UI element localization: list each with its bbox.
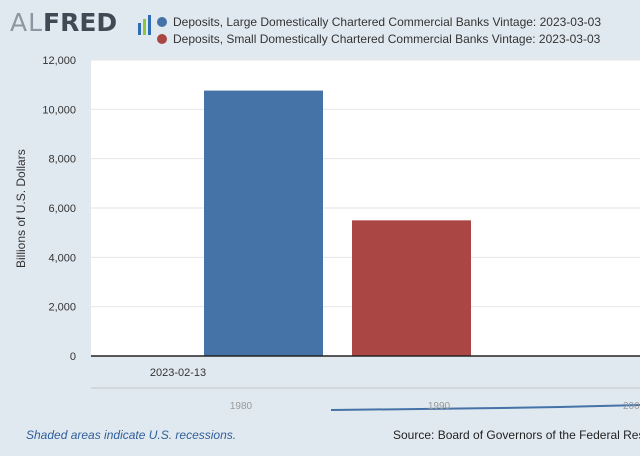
bars [204,90,471,356]
y-tick-label: 6,000 [48,203,76,215]
recession-note: Shaded areas indicate U.S. recessions. [26,428,237,442]
legend-label-small-banks: Deposits, Small Domestically Chartered C… [173,31,601,46]
navigator-label-1980: 1980 [230,401,253,412]
logo-bar-icon [138,15,151,35]
legend-marker-large-banks [157,16,167,27]
navigator-label-2000: 200 [623,401,640,412]
time-navigator[interactable]: 1980 1990 200 [91,387,640,412]
navigator-series-line [330,404,640,411]
y-axis-ticks: 0 2,000 4,000 6,000 8,000 10,000 12,000 [42,55,76,363]
y-tick-label: 10,000 [42,104,76,116]
legend-marker-small-banks [157,33,167,44]
bar-small-banks[interactable] [352,220,471,356]
y-tick-label: 4,000 [48,252,76,264]
legend-item-small-banks[interactable]: Deposits, Small Domestically Chartered C… [157,30,601,47]
y-tick-label: 2,000 [48,302,76,314]
navigator-label-1990: 1990 [428,401,451,412]
logo-text-al: AL [10,8,44,37]
y-tick-label: 0 [70,351,76,363]
x-axis-ticks: 2023-02-13 [150,367,206,379]
y-tick-label: 12,000 [42,55,76,67]
x-tick-label: 2023-02-13 [150,367,206,379]
alfred-logo[interactable]: ALFRED [10,8,151,38]
chart-legend: Deposits, Large Domestically Chartered C… [157,13,601,47]
y-tick-label: 8,000 [48,154,76,166]
legend-item-large-banks[interactable]: Deposits, Large Domestically Chartered C… [157,13,601,30]
legend-label-large-banks: Deposits, Large Domestically Chartered C… [173,14,601,29]
logo-text-fred: FRED [43,8,118,37]
source-citation: Source: Board of Governors of the Federa… [393,428,640,442]
bar-large-banks[interactable] [204,90,323,356]
